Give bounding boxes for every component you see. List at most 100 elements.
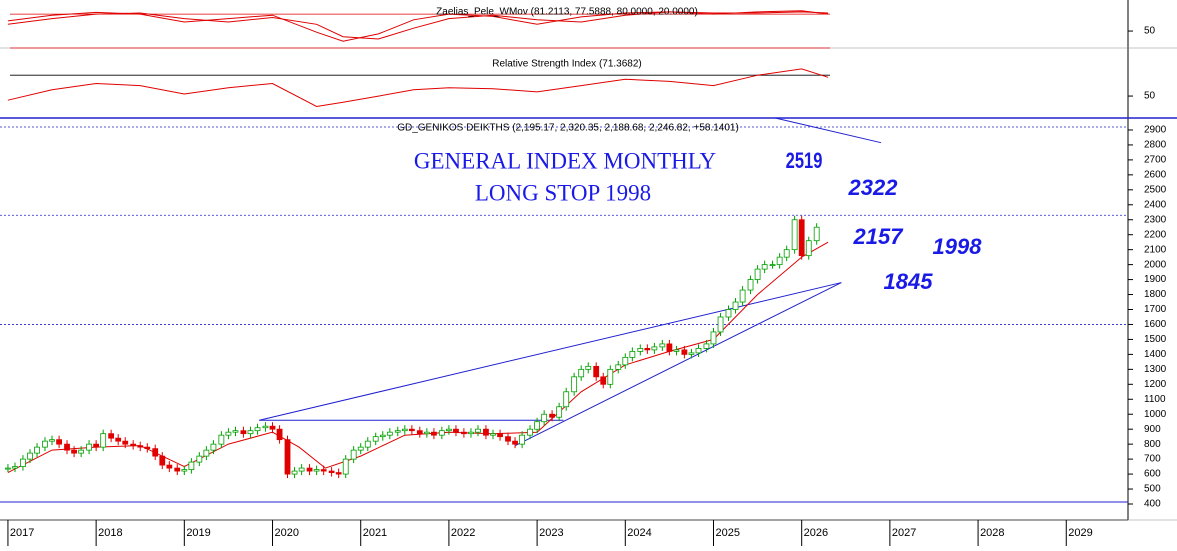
- candle: [739, 289, 746, 303]
- candle: [754, 268, 761, 280]
- candle: [357, 446, 364, 451]
- y-tick-label: 2900: [1144, 125, 1167, 136]
- candle: [600, 376, 607, 385]
- candle: [320, 469, 327, 472]
- y-tick-label: 1500: [1144, 334, 1167, 345]
- candle: [637, 347, 644, 352]
- candle: [512, 440, 518, 445]
- y-tick-label: 1100: [1144, 394, 1166, 405]
- annotation: 1845: [884, 269, 934, 294]
- candle: [364, 440, 371, 448]
- chart-title: GD_GENIKOS DEIKTHS (2,195.17, 2,320.35, …: [397, 123, 739, 134]
- candle: [5, 467, 11, 470]
- x-tick-label: 2027: [892, 527, 916, 539]
- annotation: 1998: [933, 234, 983, 259]
- x-tick-label: 2023: [539, 527, 563, 539]
- y-tick-label: 50: [1144, 26, 1156, 37]
- candle: [666, 343, 673, 352]
- candle: [460, 431, 467, 435]
- y-tick-label: 2100: [1144, 244, 1167, 255]
- y-tick-label: 50: [1144, 91, 1156, 102]
- candle: [240, 430, 247, 435]
- candle: [673, 349, 680, 352]
- candle: [159, 455, 166, 466]
- candle: [100, 433, 107, 448]
- x-tick-label: 2024: [627, 527, 651, 539]
- annotation: GENERAL INDEX MONTHLY: [414, 148, 717, 173]
- y-tick-label: 700: [1144, 454, 1161, 465]
- indicator-title: Zaelias_Pele_WMov (81.2113, 77.5888, 80.…: [436, 7, 698, 18]
- x-tick-label: 2022: [451, 527, 475, 539]
- candle: [247, 430, 254, 435]
- y-tick-label: 2700: [1144, 155, 1167, 166]
- candle: [505, 436, 511, 442]
- candle: [769, 264, 776, 267]
- candle: [188, 461, 195, 470]
- y-tick-label: 500: [1144, 484, 1161, 495]
- candle: [298, 467, 305, 472]
- candle: [571, 376, 578, 393]
- candle: [490, 433, 496, 436]
- indicator-line: [7, 10, 829, 42]
- candle: [703, 343, 710, 349]
- y-tick-label: 2600: [1144, 169, 1167, 180]
- candle: [593, 365, 600, 378]
- indicator-line: [7, 11, 829, 40]
- candle: [174, 467, 181, 472]
- candle: [629, 350, 636, 358]
- candle: [761, 264, 768, 270]
- candle: [644, 347, 651, 351]
- candle: [56, 439, 62, 445]
- candle: [607, 368, 614, 385]
- candle: [254, 427, 261, 432]
- x-tick-label: 2018: [98, 527, 122, 539]
- candle: [328, 470, 335, 473]
- candle: [438, 430, 445, 436]
- y-tick-label: 900: [1144, 424, 1161, 435]
- candle: [615, 364, 622, 370]
- candle: [563, 391, 570, 408]
- y-tick-label: 1200: [1144, 379, 1167, 390]
- candle: [519, 434, 526, 445]
- annotation: 2322: [848, 175, 899, 200]
- y-tick-label: 2500: [1144, 184, 1167, 195]
- candle: [549, 413, 555, 418]
- indicator-line: [7, 68, 829, 108]
- candle: [335, 472, 342, 475]
- y-tick-label: 1300: [1144, 364, 1167, 375]
- candle: [203, 449, 210, 457]
- x-tick-label: 2025: [715, 527, 739, 539]
- candle: [776, 256, 783, 266]
- candle: [196, 455, 203, 463]
- candle: [379, 434, 386, 438]
- candle: [130, 443, 137, 447]
- candle: [791, 219, 798, 251]
- candle: [688, 352, 695, 355]
- candle: [71, 449, 77, 454]
- trend-line: [259, 282, 842, 421]
- candle: [108, 433, 115, 439]
- annotation: LONG STOP 1998: [475, 180, 651, 205]
- candle: [431, 431, 437, 436]
- candle: [291, 470, 298, 475]
- candle: [225, 431, 232, 436]
- candle: [122, 440, 129, 445]
- candle: [276, 428, 283, 441]
- candle: [232, 430, 239, 433]
- candle: [453, 428, 459, 433]
- candle: [585, 365, 592, 370]
- candle: [401, 428, 408, 432]
- x-tick-label: 2028: [980, 527, 1004, 539]
- candle: [262, 425, 269, 429]
- y-tick-label: 1900: [1144, 274, 1167, 285]
- candle: [210, 443, 217, 451]
- candle: [416, 430, 423, 435]
- candle: [137, 445, 144, 448]
- x-tick-label: 2017: [10, 527, 34, 539]
- y-tick-label: 2800: [1144, 140, 1167, 151]
- candle: [408, 428, 415, 432]
- indicator-title: Relative Strength Index (71.3682): [492, 59, 642, 70]
- candle: [578, 368, 585, 378]
- candle: [12, 466, 18, 469]
